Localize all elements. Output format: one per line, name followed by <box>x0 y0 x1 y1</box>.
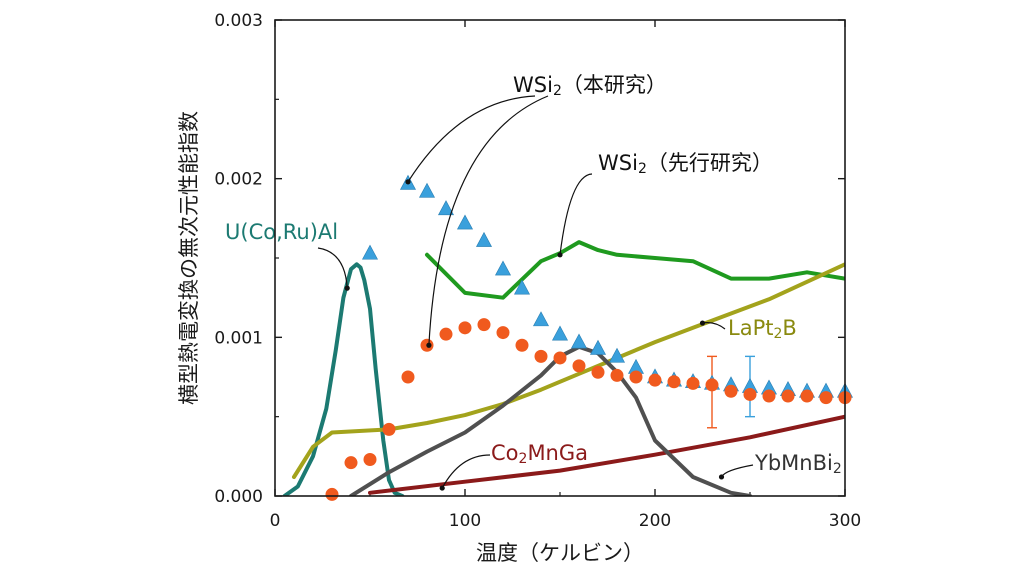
data-point-circle <box>363 453 377 467</box>
data-point-circle <box>667 375 681 389</box>
data-point-circle <box>553 351 567 365</box>
leader-dot <box>718 474 725 480</box>
data-point-triangle <box>437 200 455 216</box>
y-tick-label: 0.000 <box>214 487 263 507</box>
label-co2mnga: Co2MnGa <box>491 441 588 467</box>
data-point-circle <box>762 389 776 403</box>
label-ybmnbi2: YbMnBi2 <box>754 451 842 477</box>
y-tick-label: 0.001 <box>214 328 263 348</box>
data-point-circle <box>819 391 833 405</box>
data-point-circle <box>515 338 529 352</box>
data-point-triangle <box>475 231 493 247</box>
data-point-circle <box>686 376 700 390</box>
label-u-co-ru-al: U(Co,Ru)Al <box>225 220 338 244</box>
leader-dot <box>344 285 350 291</box>
plot-frame <box>274 19 846 497</box>
x-tick-label: 300 <box>829 511 861 531</box>
data-point-triangle <box>551 325 569 341</box>
data-point-circle <box>572 359 586 373</box>
series-line-lapt2b <box>292 262 845 479</box>
data-point-circle <box>344 456 358 470</box>
leader-line <box>407 95 536 183</box>
data-point-triangle <box>532 311 550 327</box>
leader-line <box>559 173 593 255</box>
leader-line <box>441 454 491 489</box>
x-axis-title: 温度（ケルビン） <box>476 541 644 565</box>
leader-dot <box>439 485 445 491</box>
data-point-circle <box>458 321 472 335</box>
data-point-circle <box>743 387 757 401</box>
data-point-circle <box>610 368 624 382</box>
series-line-u-co-ru-al <box>282 262 405 496</box>
data-point-circle <box>534 349 548 363</box>
x-tick-label: 100 <box>449 511 481 531</box>
y-axis-title: 横型熱電変換の無次元性能指数 <box>177 111 201 405</box>
leader-line <box>720 464 754 478</box>
data-point-triangle <box>589 339 607 355</box>
y-tick-label: 0.003 <box>214 11 263 31</box>
data-point-circle <box>591 365 605 379</box>
data-point-circle <box>800 389 814 403</box>
data-point-circle <box>496 326 510 340</box>
data-point-circle <box>382 422 396 436</box>
data-point-circle <box>401 370 415 384</box>
series-line-co2mnga <box>368 414 845 495</box>
y-tick-label: 0.002 <box>214 170 263 190</box>
data-point-circle <box>325 487 339 501</box>
data-point-triangle <box>494 260 512 276</box>
series-line-wsi2 <box>425 240 845 300</box>
data-point-triangle <box>418 182 436 198</box>
x-tick-label: 0 <box>270 511 281 531</box>
leader-line <box>317 247 348 289</box>
leader-dot <box>699 320 706 326</box>
data-point-triangle <box>513 279 531 295</box>
leader-dot <box>426 342 432 348</box>
data-point-circle <box>724 384 738 398</box>
data-point-circle <box>477 318 491 332</box>
data-point-circle <box>705 378 719 392</box>
label-wsi2: WSi2（本研究） <box>513 73 667 99</box>
data-point-circle <box>439 327 453 341</box>
data-point-triangle <box>608 347 626 363</box>
data-point-triangle <box>570 333 588 349</box>
data-point-circle <box>781 389 795 403</box>
data-point-triangle <box>456 214 474 230</box>
data-point-circle <box>648 373 662 387</box>
data-point-triangle <box>361 244 379 260</box>
leader-line <box>428 95 549 346</box>
data-point-circle <box>629 370 643 384</box>
label-wsi2: WSi2（先行研究） <box>598 151 773 177</box>
label-lapt2b: LaPt2B <box>728 316 797 342</box>
x-tick-label: 200 <box>639 511 671 531</box>
leader-dot <box>557 252 563 258</box>
leader-dot <box>405 179 411 185</box>
